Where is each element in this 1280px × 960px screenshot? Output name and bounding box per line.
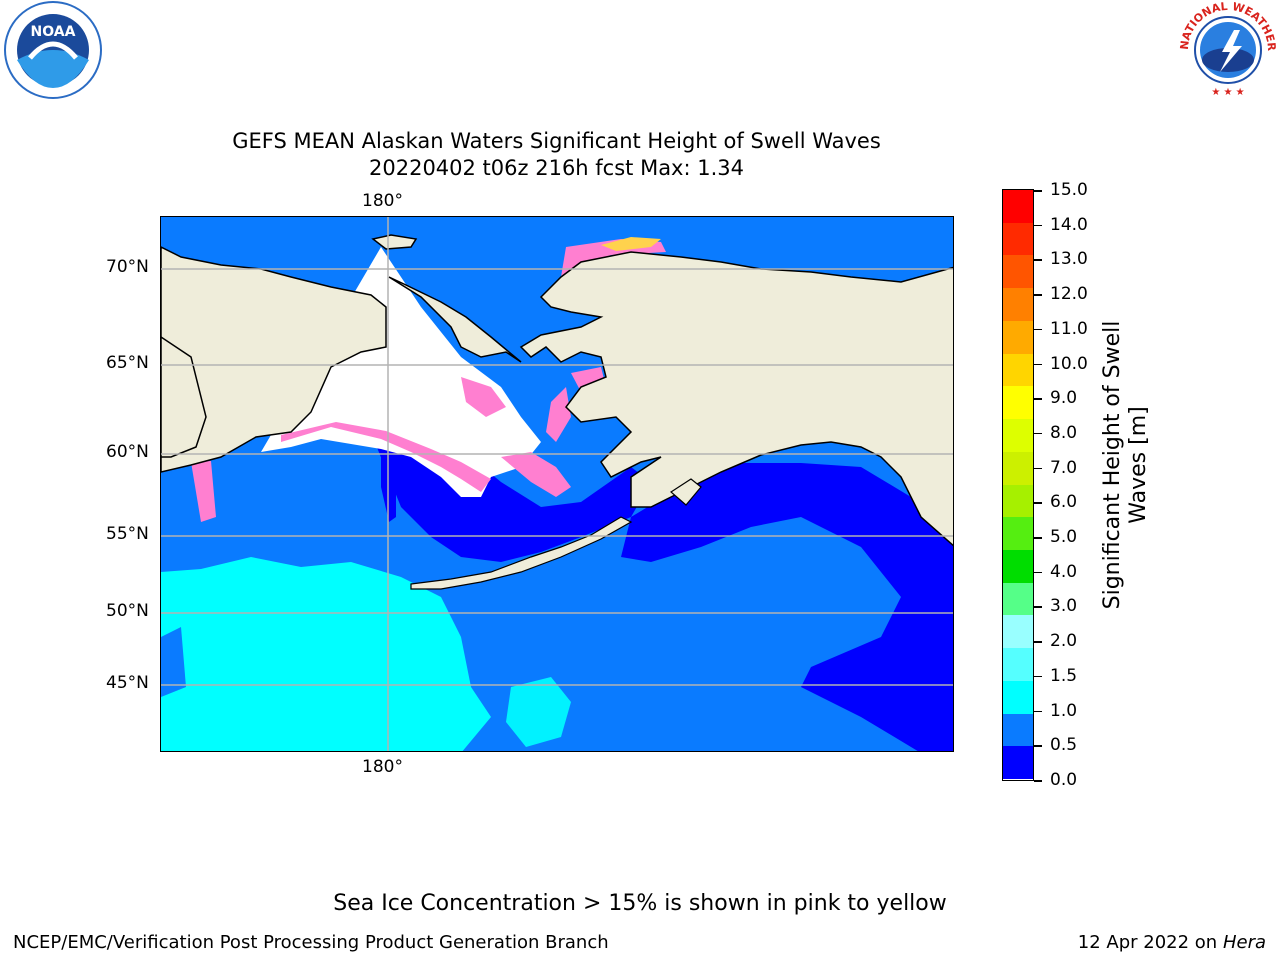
colorbar-tick-mark (1034, 571, 1042, 574)
colorbar-tick-mark (1034, 294, 1042, 296)
colorbar-tick-label: 6.0 (1050, 492, 1078, 513)
footer-date-text: 12 Apr 2022 on (1077, 932, 1223, 953)
colorbar-tick-mark (1034, 606, 1042, 608)
colorbar-tick-mark (1034, 537, 1042, 539)
colorbar-segment (1003, 255, 1033, 289)
map-svg (161, 217, 953, 751)
colorbar-tick-mark (1034, 432, 1042, 435)
colorbar-tick-label: 14.0 (1050, 214, 1088, 235)
colorbar (1002, 189, 1034, 781)
colorbar-segment (1003, 222, 1033, 256)
chart-subtitle: 20220402 t06z 216h fcst Max: 1.34 (369, 156, 744, 180)
top-longitude-label: 180° (362, 191, 403, 211)
colorbar-tick-mark (1034, 641, 1042, 643)
colorbar-tick-label: 7.0 (1050, 457, 1078, 478)
svg-text:★ ★ ★: ★ ★ ★ (1211, 87, 1244, 98)
colorbar-tick-label: 1.0 (1050, 700, 1078, 721)
colorbar-tick-mark (1034, 259, 1042, 261)
colorbar-segment (1003, 713, 1033, 747)
national-weather-service-logo: NATIONAL WEATHER SERVICE ★ ★ ★ (1172, 0, 1280, 100)
colorbar-tick-mark (1034, 328, 1042, 331)
colorbar-tick-label: 15.0 (1050, 180, 1088, 200)
colorbar-tick-mark (1034, 467, 1042, 470)
colorbar-tick-mark (1034, 710, 1042, 713)
colorbar-tick-label: 11.0 (1050, 318, 1088, 339)
colorbar-segment (1003, 190, 1033, 224)
sea-ice-edge-2 (501, 452, 571, 497)
colorbar-segment (1003, 288, 1033, 322)
colorbar-tick-label: 1.5 (1050, 665, 1078, 686)
kodiak-island (670, 478, 702, 506)
colorbar-segment (1003, 549, 1033, 584)
colorbar-tick-label: 4.0 (1050, 561, 1078, 582)
colorbar-tick-mark (1034, 502, 1042, 504)
colorbar-tick-label: 9.0 (1050, 388, 1078, 409)
colorbar-tick-mark (1034, 780, 1042, 782)
colorbar-tick-label: 8.0 (1050, 422, 1078, 443)
colorbar-segment (1003, 582, 1033, 616)
swell-1-1.5-patch (506, 677, 571, 747)
colorbar-tick-mark (1034, 745, 1042, 747)
colorbar-segment (1003, 484, 1033, 518)
lat-label-65: 65°N (106, 353, 149, 373)
colorbar-segment (1003, 615, 1033, 649)
lat-label-45: 45°N (106, 673, 149, 693)
footer-credit: NCEP/EMC/Verification Post Processing Pr… (13, 932, 609, 953)
colorbar-segment (1003, 517, 1033, 551)
sea-ice-edge-6 (191, 461, 216, 522)
land-seward (388, 276, 522, 363)
colorbar-tick-label: 12.0 (1050, 284, 1088, 305)
colorbar-title: Significant Height of Swell Waves [m] (1100, 320, 1151, 610)
colorbar-tick-label: 10.0 (1050, 353, 1088, 374)
sea-ice-note: Sea Ice Concentration > 15% is shown in … (333, 891, 947, 916)
colorbar-tick-label: 13.0 (1050, 249, 1088, 270)
sea-ice-edge-8 (601, 237, 661, 251)
footer-date: 12 Apr 2022 on Hera (1078, 932, 1266, 953)
colorbar-segment (1003, 648, 1033, 682)
lat-label-70: 70°N (106, 257, 149, 277)
lat-label-55: 55°N (106, 524, 149, 544)
colorbar-segment (1003, 353, 1033, 387)
map-panel (160, 216, 954, 752)
swell-0-0.5-gulf (621, 463, 953, 751)
colorbar-tick-label: 0.0 (1050, 770, 1078, 790)
land-west-strip (161, 336, 207, 458)
colorbar-segment (1003, 451, 1033, 485)
colorbar-tick-label: 3.0 (1050, 596, 1078, 617)
sea-ice-edge-3 (546, 387, 571, 442)
colorbar-tick-label: 2.0 (1050, 631, 1078, 652)
bottom-longitude-label: 180° (362, 757, 403, 777)
colorbar-segment (1003, 680, 1033, 715)
sea-ice-edge-4 (461, 377, 506, 417)
footer-machine: Hera (1222, 932, 1266, 953)
colorbar-segment (1003, 320, 1033, 355)
swell-1-1.5-patch-2 (161, 627, 186, 697)
svg-text:NOAA: NOAA (31, 24, 76, 40)
land-alaska (519, 251, 953, 547)
noaa-logo: NOAA (2, 0, 104, 100)
colorbar-tick-mark (1034, 363, 1042, 366)
sea-ice-edge-1 (281, 422, 491, 492)
colorbar-segment (1003, 746, 1033, 780)
map-gridlines (161, 217, 953, 751)
sea-ice-edge-7 (561, 239, 666, 287)
lat-label-60: 60°N (106, 442, 149, 462)
colorbar-tick-mark (1034, 398, 1042, 400)
aleutian-chain (410, 516, 633, 590)
colorbar-segment (1003, 419, 1033, 453)
swell-1-1.5-region (161, 557, 491, 751)
colorbar-segment (1003, 386, 1033, 420)
colorbar-tick-label: 5.0 (1050, 527, 1078, 548)
chart-title: GEFS MEAN Alaskan Waters Significant Hei… (232, 129, 881, 153)
lat-label-50: 50°N (106, 601, 149, 621)
colorbar-tick-mark (1034, 190, 1042, 192)
colorbar-tick-label: 0.5 (1050, 735, 1078, 756)
colorbar-tick-mark (1034, 675, 1042, 678)
sea-ice-bering (261, 247, 541, 497)
colorbar-tick-mark (1034, 224, 1042, 227)
